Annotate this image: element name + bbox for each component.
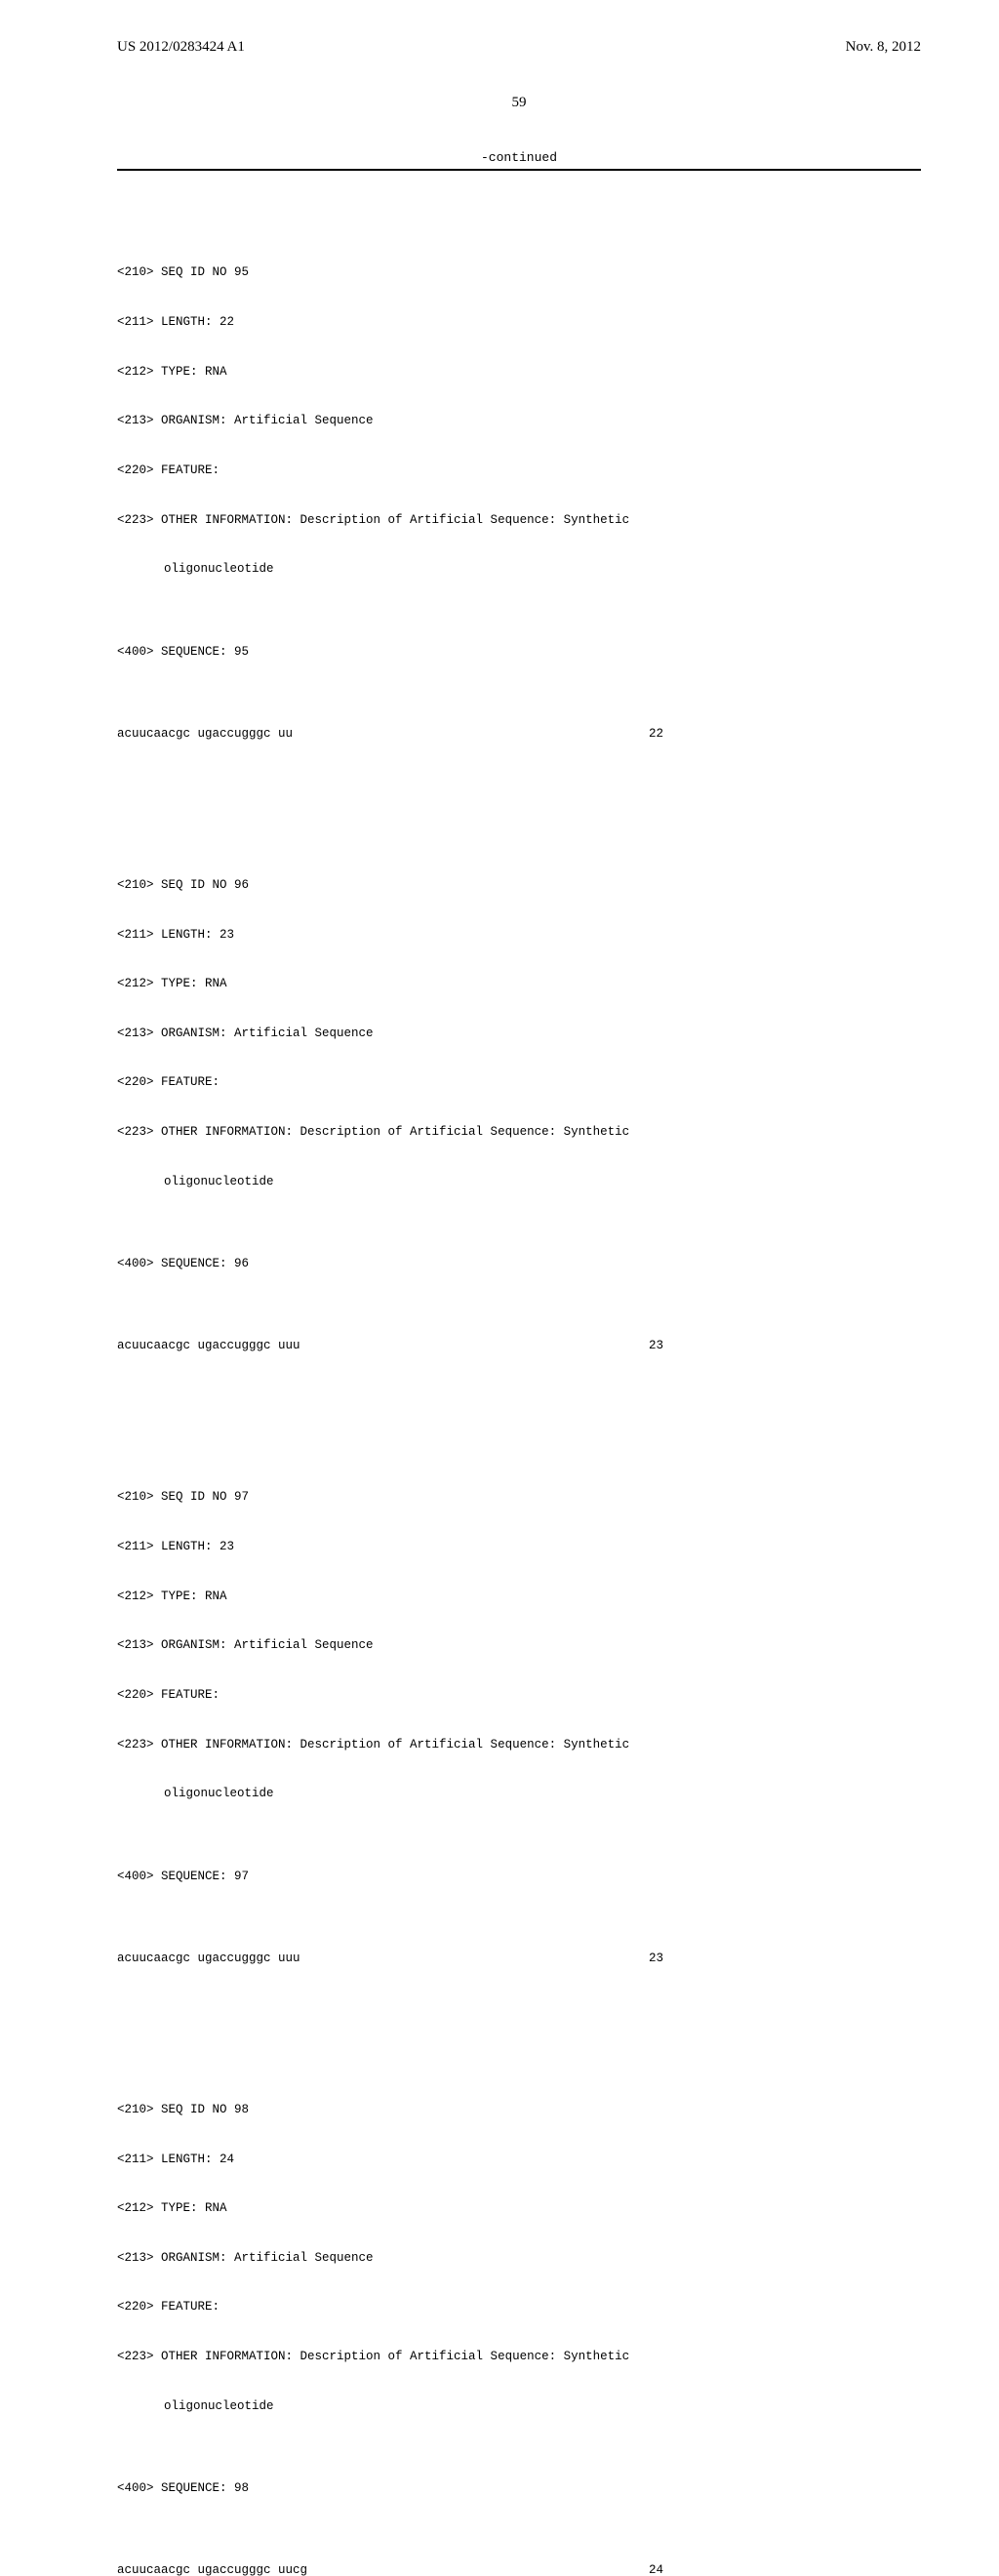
continued-label: -continued — [117, 150, 921, 165]
seq-sequence-row: acuucaacgc ugaccugggc uuu 23 — [117, 1951, 663, 1967]
seq-other-info-line: <223> OTHER INFORMATION: Description of … — [117, 512, 921, 529]
seq-sequence-header: <400> SEQUENCE: 96 — [117, 1256, 921, 1272]
seq-length-line: <211> LENGTH: 24 — [117, 2152, 921, 2168]
seq-feature-line: <220> FEATURE: — [117, 1687, 921, 1704]
seq-other-info-cont: oligonucleotide — [117, 1174, 921, 1190]
seq-sequence-len: 23 — [649, 1951, 663, 1967]
seq-other-info-cont: oligonucleotide — [117, 561, 921, 578]
patent-page: US 2012/0283424 A1 Nov. 8, 2012 59 -cont… — [0, 0, 999, 1288]
seq-length-line: <211> LENGTH: 23 — [117, 927, 921, 944]
publication-date: Nov. 8, 2012 — [846, 39, 921, 56]
seq-id-line: <210> SEQ ID NO 96 — [117, 877, 921, 894]
seq-organism-line: <213> ORGANISM: Artificial Sequence — [117, 2250, 921, 2267]
sequence-listing: <210> SEQ ID NO 95 <211> LENGTH: 22 <212… — [117, 182, 921, 2576]
seq-sequence-row: acuucaacgc ugaccugggc uu 22 — [117, 726, 663, 743]
seq-id-line: <210> SEQ ID NO 98 — [117, 2102, 921, 2118]
sequence-entry: <210> SEQ ID NO 98 <211> LENGTH: 24 <212… — [117, 2069, 921, 2576]
seq-organism-line: <213> ORGANISM: Artificial Sequence — [117, 1637, 921, 1654]
seq-sequence-row: acuucaacgc ugaccugggc uuu 23 — [117, 1338, 663, 1354]
page-header: US 2012/0283424 A1 Nov. 8, 2012 — [117, 39, 921, 56]
seq-type-line: <212> TYPE: RNA — [117, 976, 921, 992]
page-number: 59 — [117, 95, 921, 111]
seq-sequence: acuucaacgc ugaccugggc uuu — [117, 1338, 300, 1354]
sequence-entry: <210> SEQ ID NO 97 <211> LENGTH: 23 <212… — [117, 1457, 921, 2000]
seq-other-info-line: <223> OTHER INFORMATION: Description of … — [117, 1737, 921, 1753]
seq-other-info-cont: oligonucleotide — [117, 2398, 921, 2415]
seq-other-info-line: <223> OTHER INFORMATION: Description of … — [117, 1124, 921, 1141]
publication-number: US 2012/0283424 A1 — [117, 39, 245, 56]
seq-other-info-cont: oligonucleotide — [117, 1786, 921, 1802]
seq-type-line: <212> TYPE: RNA — [117, 364, 921, 381]
seq-sequence-len: 22 — [649, 726, 663, 743]
seq-length-line: <211> LENGTH: 23 — [117, 1539, 921, 1555]
seq-length-line: <211> LENGTH: 22 — [117, 314, 921, 331]
seq-sequence-len: 23 — [649, 1338, 663, 1354]
seq-sequence-header: <400> SEQUENCE: 95 — [117, 644, 921, 661]
seq-feature-line: <220> FEATURE: — [117, 463, 921, 479]
seq-sequence: acuucaacgc ugaccugggc uu — [117, 726, 293, 743]
seq-type-line: <212> TYPE: RNA — [117, 1589, 921, 1605]
seq-feature-line: <220> FEATURE: — [117, 1074, 921, 1091]
horizontal-rule — [117, 169, 921, 171]
seq-organism-line: <213> ORGANISM: Artificial Sequence — [117, 1026, 921, 1042]
sequence-entry: <210> SEQ ID NO 96 <211> LENGTH: 23 <212… — [117, 844, 921, 1388]
seq-sequence-len: 24 — [649, 2562, 663, 2576]
seq-organism-line: <213> ORGANISM: Artificial Sequence — [117, 413, 921, 429]
seq-sequence: acuucaacgc ugaccugggc uuu — [117, 1951, 300, 1967]
seq-sequence-header: <400> SEQUENCE: 97 — [117, 1869, 921, 1885]
seq-id-line: <210> SEQ ID NO 97 — [117, 1489, 921, 1506]
sequence-entry: <210> SEQ ID NO 95 <211> LENGTH: 22 <212… — [117, 232, 921, 776]
seq-other-info-line: <223> OTHER INFORMATION: Description of … — [117, 2349, 921, 2365]
seq-sequence: acuucaacgc ugaccugggc uucg — [117, 2562, 307, 2576]
seq-feature-line: <220> FEATURE: — [117, 2299, 921, 2315]
seq-id-line: <210> SEQ ID NO 95 — [117, 264, 921, 281]
seq-type-line: <212> TYPE: RNA — [117, 2200, 921, 2217]
seq-sequence-row: acuucaacgc ugaccugggc uucg 24 — [117, 2562, 663, 2576]
seq-sequence-header: <400> SEQUENCE: 98 — [117, 2480, 921, 2497]
